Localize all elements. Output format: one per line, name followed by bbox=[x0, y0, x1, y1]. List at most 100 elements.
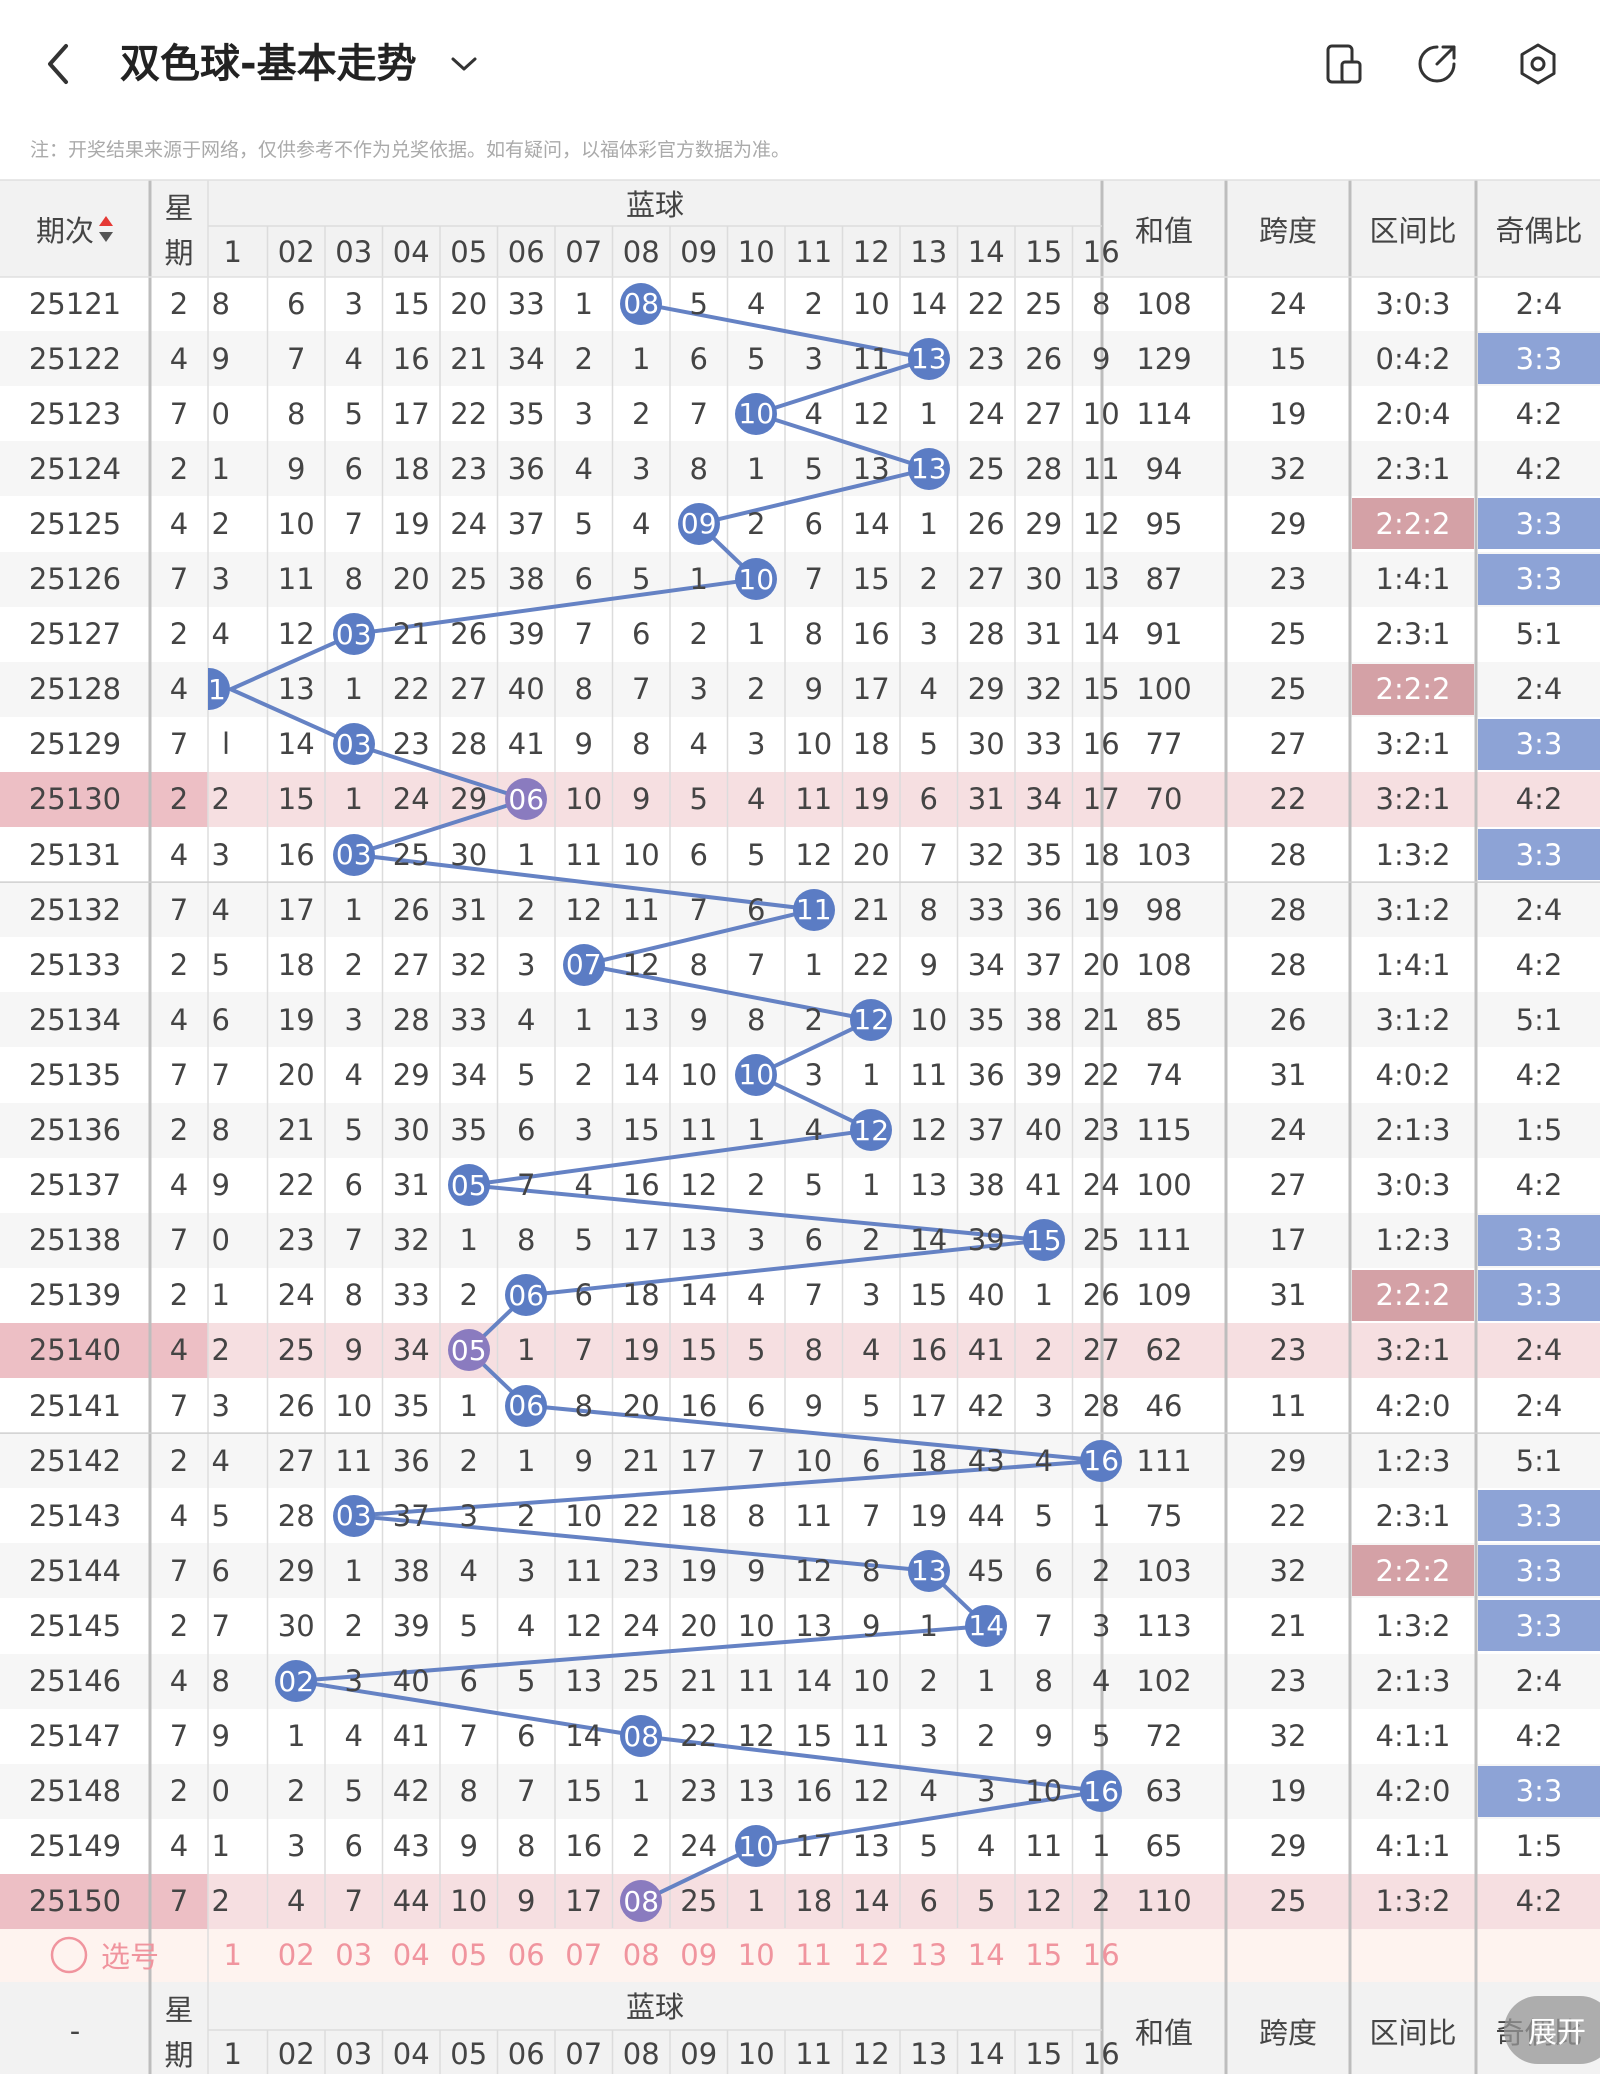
disclaimer-notice: 注：开奖结果来源于网络，仅供参考不作为兑奖依据。如有疑问，以福体彩官方数据为准。 bbox=[30, 139, 791, 161]
select-ball-option[interactable]: 02 bbox=[277, 1938, 315, 1972]
blue-cell: 35 bbox=[507, 396, 545, 431]
zone-cell: 1:3:2 bbox=[1375, 1884, 1451, 1919]
blue-cell: 1 bbox=[344, 1553, 363, 1588]
sum-cell: 109 bbox=[1136, 1278, 1192, 1313]
blue-cell: 19 bbox=[910, 1498, 948, 1533]
select-ball-option[interactable]: 06 bbox=[507, 1938, 545, 1972]
period-cell: 25139 bbox=[28, 1278, 122, 1313]
blue-cell: 5 bbox=[211, 947, 230, 982]
period-cell: 25137 bbox=[28, 1168, 122, 1203]
select-ball-option[interactable]: 03 bbox=[335, 1938, 373, 1972]
blue-cell: 5 bbox=[747, 837, 766, 872]
blue-col-header: 16 bbox=[1082, 234, 1120, 269]
parity-cell: 3:3 bbox=[1515, 837, 1563, 872]
weekday-cell: 7 bbox=[169, 892, 189, 927]
blue-cell: 8 bbox=[1092, 286, 1111, 321]
blue-cell: 25 bbox=[1082, 1223, 1120, 1258]
zone-cell: 4:0:2 bbox=[1375, 1057, 1451, 1092]
select-ball-option[interactable]: 05 bbox=[450, 1938, 488, 1972]
blue-cell: 4 bbox=[804, 1113, 823, 1148]
select-number-button[interactable]: 选号 bbox=[0, 1928, 208, 1982]
back-button[interactable] bbox=[28, 32, 92, 96]
blue-cell: 25 bbox=[277, 1333, 315, 1368]
blue-cell: 7 bbox=[862, 1498, 881, 1533]
blue-cell: 6 bbox=[632, 617, 651, 652]
blue-cell: 4 bbox=[804, 396, 823, 431]
select-ball-option[interactable]: 10 bbox=[737, 1938, 775, 1972]
select-ball-option[interactable]: 16 bbox=[1082, 1938, 1120, 1972]
parity-cell: 3:3 bbox=[1515, 1774, 1563, 1809]
blue-cell: 6 bbox=[1034, 1553, 1053, 1588]
blue-cell: 1 bbox=[862, 1057, 881, 1092]
blue-cell: 30 bbox=[392, 1113, 430, 1148]
period-cell: 25123 bbox=[28, 396, 122, 431]
blue-ball: 16 bbox=[1080, 1439, 1123, 1482]
zone-cell: 3:1:2 bbox=[1375, 1002, 1451, 1037]
select-ball-option[interactable]: 14 bbox=[967, 1938, 1005, 1972]
blue-cell: 8 bbox=[517, 1829, 536, 1864]
select-ball-option[interactable]: 15 bbox=[1025, 1938, 1063, 1972]
stat-header: 跨度 bbox=[1258, 2015, 1317, 2050]
sum-cell: 129 bbox=[1136, 341, 1192, 376]
blue-cell: 6 bbox=[517, 1719, 536, 1754]
settings-button[interactable] bbox=[1506, 32, 1570, 96]
blue-cell: 33 bbox=[967, 892, 1005, 927]
blue-col-header: 06 bbox=[507, 2036, 545, 2071]
blue-cell: 19 bbox=[1082, 892, 1120, 927]
span-cell: 32 bbox=[1269, 1719, 1307, 1754]
blue-cell: 5 bbox=[459, 1608, 478, 1643]
blue-cell: 9 bbox=[804, 1388, 823, 1423]
blue-ball: 08 bbox=[620, 1715, 663, 1758]
phone-split-button[interactable] bbox=[1312, 32, 1376, 96]
blue-ball: 03 bbox=[332, 833, 375, 876]
period-cell: 25143 bbox=[28, 1498, 122, 1533]
select-ball-option[interactable]: 07 bbox=[565, 1938, 603, 1972]
blue-cell: 26 bbox=[1025, 341, 1063, 376]
span-cell: 26 bbox=[1269, 1002, 1307, 1037]
period-cell: 25132 bbox=[28, 892, 122, 927]
parity-cell: 2:4 bbox=[1515, 1388, 1563, 1423]
blue-cell: 25 bbox=[680, 1884, 718, 1919]
select-ball-option[interactable]: 09 bbox=[680, 1938, 718, 1972]
select-ball-option[interactable]: 13 bbox=[910, 1938, 948, 1972]
page-title[interactable]: 双色球-基本走势 bbox=[120, 41, 417, 87]
blue-cell: 4 bbox=[459, 1553, 478, 1588]
blue-cell: 5 bbox=[862, 1388, 881, 1423]
blue-cell: 32 bbox=[967, 837, 1005, 872]
blue-cell: 9 bbox=[344, 1333, 363, 1368]
period-header[interactable]: 期次 bbox=[0, 180, 150, 277]
blue-col-header: 09 bbox=[680, 234, 718, 269]
blue-cell: 20 bbox=[1082, 947, 1120, 982]
parity-ratio-highlight bbox=[1478, 1600, 1600, 1652]
share-button[interactable] bbox=[1405, 32, 1469, 96]
select-ball-option[interactable]: 08 bbox=[622, 1938, 660, 1972]
blue-cell: 7 bbox=[287, 341, 306, 376]
expand-button[interactable]: 展开 bbox=[1504, 1996, 1600, 2064]
parity-ratio-highlight bbox=[1478, 1214, 1600, 1266]
blue-cell: 4 bbox=[344, 341, 363, 376]
blue-cell: 1 bbox=[919, 396, 938, 431]
sum-cell: 77 bbox=[1145, 727, 1183, 762]
select-ball-option[interactable]: 11 bbox=[795, 1938, 833, 1972]
select-row-bg bbox=[0, 1928, 1600, 1982]
weekday-cell: 2 bbox=[169, 1113, 189, 1148]
period-cell: 25133 bbox=[28, 947, 122, 982]
select-ball-option[interactable]: 12 bbox=[852, 1938, 890, 1972]
title-dropdown-button[interactable] bbox=[432, 32, 496, 96]
blue-cell: 3 bbox=[517, 947, 536, 982]
select-ball-option[interactable]: 04 bbox=[392, 1938, 430, 1972]
blue-cell: 19 bbox=[852, 782, 890, 817]
select-ball-option[interactable]: 1 bbox=[223, 1938, 242, 1972]
blue-cell: 3 bbox=[574, 1113, 593, 1148]
parity-cell: 3:3 bbox=[1515, 1608, 1563, 1643]
weekday-cell: 7 bbox=[169, 396, 189, 431]
weekday-cell: 2 bbox=[169, 1774, 189, 1809]
alt-row-bg bbox=[0, 1653, 1600, 1709]
sum-cell: 108 bbox=[1136, 947, 1192, 982]
blue-ball: 16 bbox=[1080, 1770, 1123, 1813]
weekday-cell: 7 bbox=[169, 1884, 189, 1919]
period-cell: 25135 bbox=[28, 1057, 122, 1092]
highlight-row-left-bg bbox=[0, 771, 208, 827]
blue-cell: 26 bbox=[1082, 1278, 1120, 1313]
